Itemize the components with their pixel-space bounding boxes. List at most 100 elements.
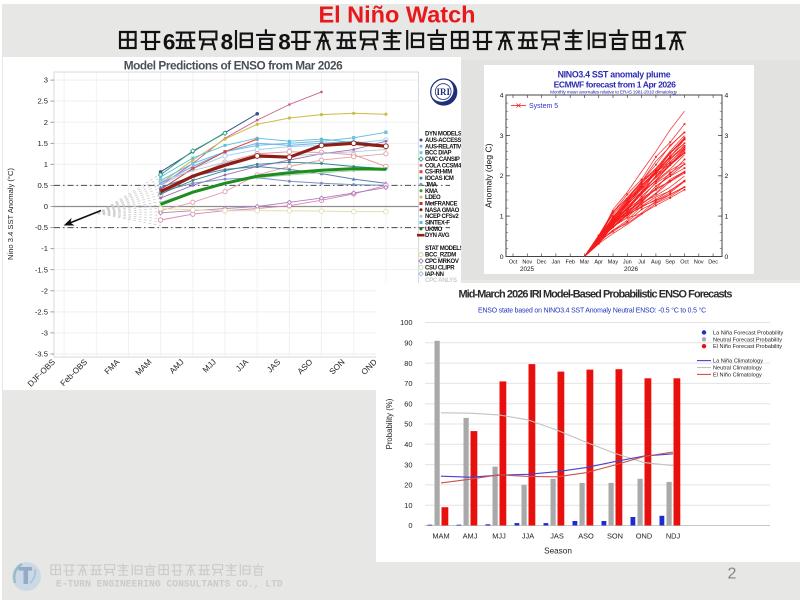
svg-text:LDEO: LDEO <box>425 195 441 201</box>
svg-text:La Niña Forecast Probability: La Niña Forecast Probability <box>713 330 783 336</box>
svg-text:E-TURN ENGINEERING CONSULTANTS: E-TURN ENGINEERING CONSULTANTS CO., LTD <box>56 579 283 590</box>
svg-text:Neutral Forecast Probability: Neutral Forecast Probability <box>713 337 782 343</box>
svg-text:-1.5: -1.5 <box>35 265 48 274</box>
svg-text:50: 50 <box>404 420 412 429</box>
svg-text:SINTEX-F: SINTEX-F <box>425 221 450 227</box>
svg-text:Dec: Dec <box>708 260 718 266</box>
svg-text:100: 100 <box>400 318 412 327</box>
svg-text:Nino 3.4 SST Anomaly (°C): Nino 3.4 SST Anomaly (°C) <box>6 168 15 260</box>
svg-text:3: 3 <box>44 76 48 85</box>
svg-text:Monthly mean anomalies relativ: Monthly mean anomalies relative to ERA5 … <box>550 89 678 95</box>
svg-text:MJJ: MJJ <box>492 532 506 541</box>
svg-text:2025: 2025 <box>520 266 535 273</box>
svg-text:8: 8 <box>278 30 291 55</box>
svg-text:1: 1 <box>654 30 667 55</box>
svg-text:ECMWF forecast from 1 Apr 2026: ECMWF forecast from 1 Apr 2026 <box>554 80 676 90</box>
svg-text:OND: OND <box>636 532 652 541</box>
svg-text:Feb: Feb <box>565 260 574 266</box>
svg-text:MAM: MAM <box>432 532 449 541</box>
svg-text:JMA: JMA <box>425 182 438 188</box>
svg-text:Dec: Dec <box>537 260 547 266</box>
svg-text:Anomaly (deg C): Anomaly (deg C) <box>484 143 494 208</box>
svg-text:60: 60 <box>404 399 412 408</box>
svg-text:BCC DIAP: BCC DIAP <box>425 151 452 157</box>
svg-text:1: 1 <box>44 160 48 169</box>
svg-text:10: 10 <box>404 501 412 510</box>
svg-text:Nov: Nov <box>694 260 704 266</box>
svg-text:IAP-NN: IAP-NN <box>425 272 444 278</box>
svg-text:1.5: 1.5 <box>37 139 48 148</box>
svg-text:Jul: Jul <box>638 260 645 266</box>
svg-text:-3.5: -3.5 <box>35 350 48 359</box>
svg-text:NDJ: NDJ <box>666 532 681 541</box>
svg-text:JAS: JAS <box>550 532 564 541</box>
svg-text:Jan: Jan <box>551 260 560 266</box>
svg-text:1: 1 <box>500 214 504 221</box>
svg-text:-3: -3 <box>41 329 48 338</box>
svg-text:2: 2 <box>725 173 729 180</box>
svg-text:Jun: Jun <box>623 260 632 266</box>
svg-text:0: 0 <box>408 521 412 530</box>
svg-text:0: 0 <box>725 254 729 261</box>
svg-text:MetFRANCE: MetFRANCE <box>425 202 458 208</box>
svg-text:NINO3.4 SST anomaly plume: NINO3.4 SST anomaly plume <box>558 70 671 80</box>
svg-text:NCEP CFSv2: NCEP CFSv2 <box>425 214 459 220</box>
svg-text:2: 2 <box>500 173 504 180</box>
svg-text:90: 90 <box>404 339 412 348</box>
svg-text:6: 6 <box>163 30 176 55</box>
svg-text:4: 4 <box>725 92 729 99</box>
svg-text:80: 80 <box>404 359 412 368</box>
svg-text:Oct: Oct <box>680 260 689 266</box>
svg-text:IRI: IRI <box>437 87 451 97</box>
svg-text:ENSO state based on NINO3.4 SS: ENSO state based on NINO3.4 SST Anomaly … <box>478 307 706 315</box>
svg-text:DYN MODELS:: DYN MODELS: <box>425 132 464 138</box>
svg-text:0: 0 <box>500 254 504 261</box>
svg-text:CPC ANLYS: CPC ANLYS <box>425 277 457 284</box>
svg-text:Model Predictions of ENSO from: Model Predictions of ENSO from Mar 2026 <box>124 59 343 73</box>
svg-text:DYN AVG: DYN AVG <box>425 233 450 239</box>
svg-text:CSU CLIPR: CSU CLIPR <box>425 265 455 271</box>
svg-text:20: 20 <box>404 481 412 490</box>
svg-text:Sep: Sep <box>665 260 675 266</box>
svg-text:UKMO: UKMO <box>425 227 443 233</box>
svg-text:-2.5: -2.5 <box>35 308 48 317</box>
svg-text:40: 40 <box>404 440 412 449</box>
svg-text:KMA: KMA <box>425 189 439 195</box>
svg-text:System 5: System 5 <box>529 103 558 110</box>
svg-text:3: 3 <box>500 133 504 140</box>
svg-text:AMJ: AMJ <box>463 532 478 541</box>
svg-text:2: 2 <box>44 118 48 127</box>
svg-text:-1: -1 <box>41 244 48 253</box>
svg-text:2026: 2026 <box>624 266 639 273</box>
svg-text:CS-IRI-MM: CS-IRI-MM <box>425 170 452 176</box>
svg-text:COLA CCSM4: COLA CCSM4 <box>425 163 462 169</box>
svg-text:Probability (%): Probability (%) <box>385 398 394 449</box>
svg-text:NASA GMAO: NASA GMAO <box>425 208 460 214</box>
svg-text:El Niño Forecast Probability: El Niño Forecast Probability <box>713 344 782 350</box>
svg-text:CMC CANSIP: CMC CANSIP <box>425 157 460 163</box>
svg-text:Apr: Apr <box>594 260 603 266</box>
svg-text:CPC MRKOV: CPC MRKOV <box>425 259 459 265</box>
svg-text:AUS-ACCESS: AUS-ACCESS <box>425 138 462 144</box>
svg-text:Season: Season <box>544 547 572 556</box>
svg-text:El Niño Climatology: El Niño Climatology <box>713 372 762 378</box>
svg-text:0.5: 0.5 <box>37 181 48 190</box>
svg-text:STAT MODELS:: STAT MODELS: <box>425 246 465 252</box>
svg-text:El Niño Watch: El Niño Watch <box>318 2 475 28</box>
svg-text:SON: SON <box>607 532 623 541</box>
svg-text:-0.5: -0.5 <box>35 223 48 232</box>
svg-text:Neutral Climatology: Neutral Climatology <box>713 366 762 372</box>
svg-text:BCC_RZDM: BCC_RZDM <box>425 253 456 259</box>
svg-text:70: 70 <box>404 379 412 388</box>
svg-text:ASO: ASO <box>578 532 594 541</box>
svg-text:Mid-March 2026 IRI Model-Based: Mid-March 2026 IRI Model-Based Probabili… <box>458 289 732 301</box>
svg-text:Mar: Mar <box>580 260 590 266</box>
svg-text:2.5: 2.5 <box>37 97 48 106</box>
svg-text:3: 3 <box>725 133 729 140</box>
svg-text:4: 4 <box>500 92 504 99</box>
svg-text:30: 30 <box>404 460 412 469</box>
svg-text:AUS-RELATIVE: AUS-RELATIVE <box>425 144 465 150</box>
svg-text:La Niña Climatology: La Niña Climatology <box>713 359 763 365</box>
svg-text:JJA: JJA <box>522 532 534 541</box>
svg-text:May: May <box>608 260 619 266</box>
